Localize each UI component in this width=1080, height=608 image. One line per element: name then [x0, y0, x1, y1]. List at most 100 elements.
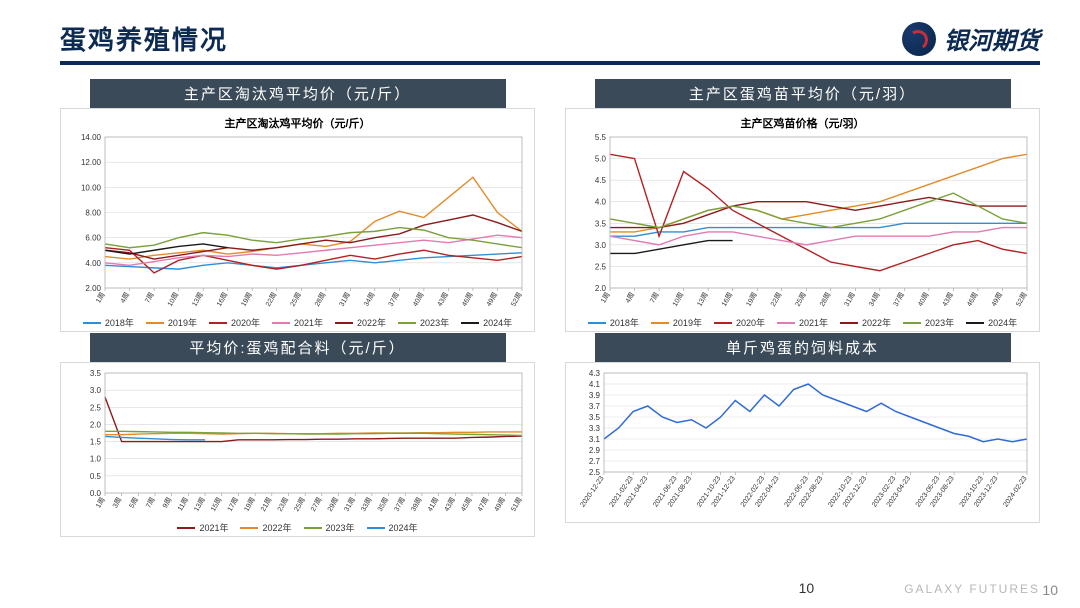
svg-text:1周: 1周 — [94, 496, 106, 509]
svg-text:27周: 27周 — [309, 496, 323, 513]
legend-item: 2023年 — [304, 521, 355, 534]
svg-text:14.00: 14.00 — [81, 133, 102, 142]
svg-text:51周: 51周 — [509, 496, 523, 513]
panel-title: 平均价:蛋鸡配合料（元/斤） — [90, 333, 506, 362]
svg-text:4.5: 4.5 — [595, 176, 607, 185]
svg-text:43周: 43周 — [443, 496, 457, 513]
svg-text:4周: 4周 — [119, 291, 131, 304]
svg-text:31周: 31周 — [843, 291, 857, 308]
chart-inner-title: 主产区鸡苗价格（元/羽） — [572, 115, 1033, 131]
svg-text:2.9: 2.9 — [589, 446, 601, 455]
svg-text:10周: 10周 — [671, 291, 685, 308]
legend-item: 2023年 — [903, 316, 954, 329]
brand-logo-icon — [902, 22, 936, 56]
svg-text:16周: 16周 — [215, 291, 229, 308]
svg-text:3.3: 3.3 — [589, 424, 601, 433]
svg-text:52周: 52周 — [1014, 291, 1028, 308]
legend-item: 2024年 — [461, 316, 512, 329]
legend-item: 2021年 — [177, 521, 228, 534]
svg-text:8.00: 8.00 — [85, 209, 101, 218]
svg-text:41周: 41周 — [426, 496, 440, 513]
panel-cull-chicken: 主产区淘汰鸡平均价（元/斤） 主产区淘汰鸡平均价（元/斤） 2.004.006.… — [60, 79, 535, 319]
svg-text:37周: 37周 — [387, 291, 401, 308]
svg-text:12.00: 12.00 — [81, 158, 102, 167]
svg-text:4.3: 4.3 — [589, 369, 601, 378]
svg-text:49周: 49周 — [990, 291, 1004, 308]
svg-text:2.7: 2.7 — [589, 457, 601, 466]
svg-text:1.0: 1.0 — [90, 455, 102, 464]
line-chart: 2.52.72.93.13.33.53.73.94.14.32020-12-23… — [572, 369, 1033, 520]
legend-item: 2021年 — [272, 316, 323, 329]
panel-title: 主产区淘汰鸡平均价（元/斤） — [90, 79, 506, 108]
svg-text:2.00: 2.00 — [85, 284, 101, 293]
svg-text:45周: 45周 — [459, 496, 473, 513]
page-number-right: 10 — [1042, 582, 1058, 598]
svg-text:2.5: 2.5 — [595, 262, 607, 271]
svg-text:22周: 22周 — [769, 291, 783, 308]
svg-text:23周: 23周 — [276, 496, 290, 513]
svg-text:31周: 31周 — [338, 291, 352, 308]
legend-item: 2022年 — [240, 521, 291, 534]
svg-text:52周: 52周 — [509, 291, 523, 308]
slide: 蛋鸡养殖情况 银河期货 主产区淘汰鸡平均价（元/斤） 主产区淘汰鸡平均价（元/斤… — [0, 0, 1080, 608]
legend-item: 2021年 — [777, 316, 828, 329]
svg-text:4.1: 4.1 — [589, 380, 601, 389]
brand-text: 银河期货 — [944, 21, 1040, 56]
svg-text:25周: 25周 — [289, 291, 303, 308]
line-chart: 0.00.51.01.52.02.53.03.51周3周5周7周9周11周13周… — [67, 369, 528, 519]
svg-text:19周: 19周 — [745, 291, 759, 308]
brand: 银河期货 — [902, 21, 1040, 56]
line-chart: 2.02.53.03.54.04.55.05.51周4周7周10周13周16周1… — [572, 133, 1033, 314]
svg-text:3.0: 3.0 — [595, 241, 607, 250]
svg-text:3.9: 3.9 — [589, 391, 601, 400]
svg-text:10周: 10周 — [166, 291, 180, 308]
svg-text:3.1: 3.1 — [589, 435, 601, 444]
legend-item: 2018年 — [83, 316, 134, 329]
chart-inner-title: 主产区淘汰鸡平均价（元/斤） — [67, 115, 528, 131]
svg-text:2.5: 2.5 — [90, 403, 102, 412]
svg-text:19周: 19周 — [243, 496, 257, 513]
svg-text:47周: 47周 — [476, 496, 490, 513]
svg-text:16周: 16周 — [720, 291, 734, 308]
svg-text:7周: 7周 — [648, 291, 660, 304]
svg-text:28周: 28周 — [818, 291, 832, 308]
svg-text:7周: 7周 — [143, 291, 155, 304]
svg-text:7周: 7周 — [144, 496, 156, 509]
legend-item: 2018年 — [588, 316, 639, 329]
chart-box: 主产区淘汰鸡平均价（元/斤） 2.004.006.008.0010.0012.0… — [60, 108, 535, 332]
header-row: 蛋鸡养殖情况 银河期货 — [60, 20, 1040, 57]
panel-chick-price: 主产区蛋鸡苗平均价（元/羽） 主产区鸡苗价格（元/羽） 2.02.53.03.5… — [565, 79, 1040, 319]
chart-legend: 2018年2019年2020年2021年2022年2023年2024年 — [67, 316, 528, 329]
svg-text:4.00: 4.00 — [85, 259, 101, 268]
svg-text:5周: 5周 — [128, 496, 140, 509]
svg-text:15周: 15周 — [209, 496, 223, 513]
svg-text:9周: 9周 — [161, 496, 173, 509]
chart-legend: 2018年2019年2020年2021年2022年2023年2024年 — [572, 316, 1033, 329]
page-number-center: 10 — [799, 580, 815, 596]
legend-item: 2024年 — [367, 521, 418, 534]
svg-text:39周: 39周 — [409, 496, 423, 513]
chart-box: 2.52.72.93.13.33.53.73.94.14.32020-12-23… — [565, 362, 1040, 523]
svg-text:34周: 34周 — [362, 291, 376, 308]
svg-text:4周: 4周 — [624, 291, 636, 304]
chart-legend: 2021年 2022年 2023年 2024年 — [67, 521, 528, 534]
page-title: 蛋鸡养殖情况 — [60, 20, 228, 57]
svg-text:1周: 1周 — [94, 291, 106, 304]
legend-item: 2023年 — [398, 316, 449, 329]
legend-item: 2019年 — [651, 316, 702, 329]
chart-grid: 主产区淘汰鸡平均价（元/斤） 主产区淘汰鸡平均价（元/斤） 2.004.006.… — [60, 79, 1040, 523]
svg-text:10.00: 10.00 — [81, 183, 102, 192]
svg-text:11周: 11周 — [176, 496, 190, 512]
svg-text:34周: 34周 — [867, 291, 881, 308]
svg-text:33周: 33周 — [359, 496, 373, 513]
footer: 10 GALAXY FUTURES 10 — [799, 580, 1040, 596]
line-chart: 2.004.006.008.0010.0012.0014.001周4周7周10周… — [67, 133, 528, 314]
legend-item: 2020年 — [714, 316, 765, 329]
title-underline — [60, 61, 1040, 65]
svg-text:19周: 19周 — [240, 291, 254, 308]
svg-text:2.0: 2.0 — [90, 420, 102, 429]
svg-text:1周: 1周 — [599, 291, 611, 304]
svg-text:0.5: 0.5 — [90, 472, 102, 481]
svg-text:46周: 46周 — [460, 291, 474, 308]
chart-box: 主产区鸡苗价格（元/羽） 2.02.53.03.54.04.55.05.51周4… — [565, 108, 1040, 332]
